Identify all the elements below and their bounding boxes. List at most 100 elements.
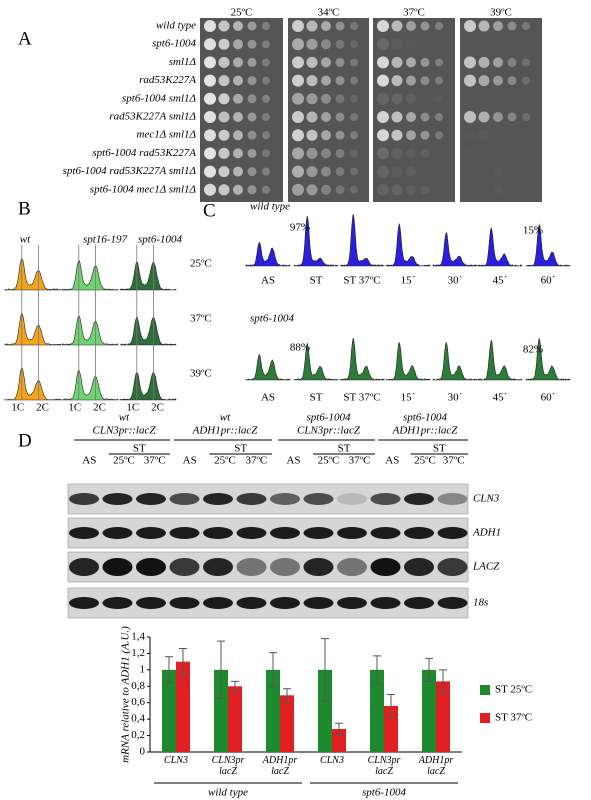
spot [406, 93, 416, 104]
band [136, 527, 166, 539]
blot [67, 517, 469, 549]
bar [280, 695, 294, 752]
error-bar [179, 648, 187, 676]
flow-histogram [385, 223, 431, 267]
band [136, 558, 166, 576]
spot [218, 111, 230, 123]
band [404, 493, 434, 505]
spot [204, 147, 216, 160]
spot [218, 93, 230, 105]
spot [406, 184, 416, 195]
spot [233, 148, 243, 159]
label: CLN3pr::lacZ [93, 425, 157, 437]
label: ST 25ºC [495, 684, 532, 696]
label: ST [433, 443, 446, 455]
flow-histogram [432, 341, 478, 381]
label: ST [310, 392, 323, 404]
spot [233, 21, 243, 31]
spot [406, 148, 416, 159]
label: 88% [290, 342, 310, 354]
spot [350, 76, 358, 85]
spot [350, 167, 358, 176]
spot [321, 75, 331, 86]
spot [350, 40, 358, 49]
band [303, 493, 334, 505]
spot [204, 111, 216, 123]
spot [493, 185, 503, 195]
flow-histogram [385, 341, 431, 381]
band [69, 527, 99, 539]
spot [321, 39, 331, 50]
bar [162, 669, 176, 752]
spot [204, 165, 216, 178]
label: 15´ [401, 275, 416, 287]
label: spt6-1004 [250, 313, 295, 325]
spot [321, 184, 331, 195]
label: 30´ [448, 275, 463, 287]
spot [321, 112, 331, 122]
flow-histogram [61, 259, 119, 291]
label: B [18, 198, 31, 219]
band [270, 597, 300, 609]
spot [306, 20, 318, 32]
label: 2C [93, 402, 106, 414]
spot [204, 74, 216, 87]
blot [67, 587, 469, 619]
spot [335, 130, 345, 140]
spot [335, 94, 345, 104]
band [337, 558, 367, 576]
spot [306, 166, 318, 178]
label: C [203, 200, 216, 221]
spot [306, 129, 318, 141]
label: 25ºC [113, 455, 135, 467]
flow-histogram [119, 315, 177, 346]
spot [204, 20, 216, 32]
spot [321, 130, 331, 141]
band [236, 558, 267, 576]
spot [204, 92, 216, 105]
error-bar [217, 640, 225, 700]
spot [306, 93, 318, 105]
label: D [18, 430, 32, 451]
band [203, 527, 233, 539]
spot [292, 74, 304, 87]
band [203, 493, 233, 505]
x-tick-label: CLN3 [320, 755, 344, 766]
label: AS [261, 392, 275, 404]
label: wt [220, 412, 231, 424]
band [303, 597, 334, 609]
band [370, 527, 401, 539]
label: mec1Δ sml1Δ [137, 129, 196, 141]
spot [321, 57, 331, 68]
spot [435, 131, 443, 140]
spot [233, 75, 243, 86]
label: 2C [36, 402, 49, 414]
spot [507, 57, 517, 67]
x-tick-label: CLN3 [164, 755, 188, 766]
label: 60´ [541, 275, 556, 287]
flow-histogram [525, 223, 571, 267]
spot [406, 75, 416, 86]
spot [247, 112, 257, 122]
error-bar [373, 655, 381, 685]
label: wild type [208, 787, 248, 799]
spot [377, 147, 389, 160]
bar [176, 661, 190, 752]
label: CLN3pr::lacZ [297, 425, 361, 437]
flow-histogram [432, 231, 478, 267]
label: 37ºC [349, 455, 371, 467]
spot [233, 130, 243, 141]
label: ST 37ºC [343, 392, 380, 404]
y-tick-label: 0,4 [131, 713, 145, 725]
band [337, 493, 367, 505]
spot [391, 56, 403, 68]
error-bar [439, 669, 447, 694]
spot [335, 167, 345, 177]
error-bar [269, 652, 277, 688]
spot [522, 22, 530, 30]
spot [218, 38, 230, 50]
flow-histogram [339, 213, 385, 267]
spot [350, 58, 358, 67]
spot [218, 147, 230, 159]
